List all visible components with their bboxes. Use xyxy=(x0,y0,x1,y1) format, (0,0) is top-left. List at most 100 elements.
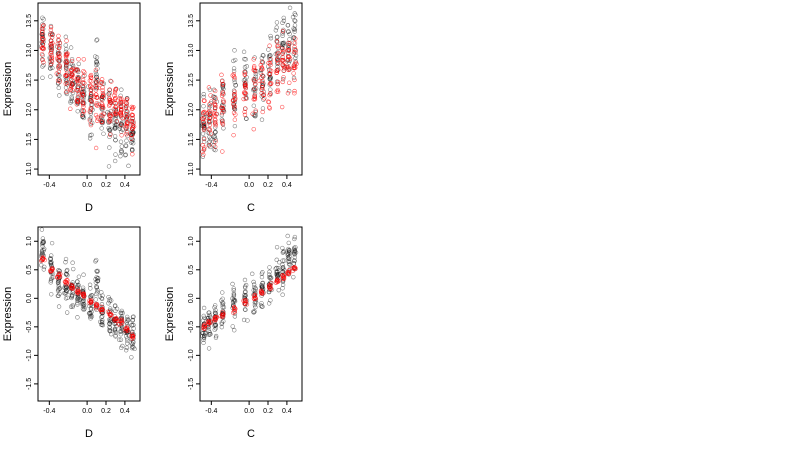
data-point xyxy=(221,92,226,97)
data-point xyxy=(280,245,285,251)
data-point xyxy=(232,123,238,129)
data-point xyxy=(48,24,54,30)
data-point xyxy=(268,275,274,280)
data-point xyxy=(243,96,248,101)
data-point xyxy=(232,92,237,97)
data-point xyxy=(267,61,273,66)
data-point xyxy=(64,89,69,95)
data-point xyxy=(100,113,105,119)
data-point xyxy=(200,325,206,330)
data-point xyxy=(280,286,285,291)
data-point xyxy=(56,279,61,284)
data-point xyxy=(213,303,218,308)
data-point xyxy=(124,138,129,143)
data-point xyxy=(275,89,281,94)
data-point xyxy=(267,285,272,290)
data-point xyxy=(260,81,265,86)
data-point xyxy=(76,57,81,62)
data-point xyxy=(201,305,207,311)
data-point xyxy=(108,78,113,84)
data-point xyxy=(88,122,94,128)
data-point xyxy=(130,147,135,153)
data-point xyxy=(281,66,287,71)
data-point xyxy=(56,37,61,43)
data-point xyxy=(107,310,112,315)
data-point xyxy=(243,85,248,91)
data-point xyxy=(95,276,100,281)
data-point xyxy=(64,67,69,72)
data-point xyxy=(94,74,99,80)
data-point xyxy=(75,76,80,82)
y-tick-label: 1.0 xyxy=(26,236,33,246)
data-point xyxy=(88,107,93,112)
data-point xyxy=(275,50,280,55)
data-point xyxy=(242,80,248,86)
data-point xyxy=(275,52,280,57)
data-point xyxy=(41,62,46,68)
data-point xyxy=(268,57,274,62)
data-point xyxy=(280,28,286,34)
data-point xyxy=(276,278,282,283)
data-point xyxy=(242,284,248,289)
data-point xyxy=(63,260,68,265)
data-point xyxy=(129,132,134,138)
data-point xyxy=(274,20,280,25)
data-point xyxy=(202,122,207,128)
data-point xyxy=(125,338,130,343)
data-point xyxy=(114,111,119,117)
data-point xyxy=(232,80,237,85)
data-point xyxy=(253,286,258,291)
data-point xyxy=(201,98,207,103)
data-point xyxy=(201,335,207,341)
data-point xyxy=(63,90,69,95)
data-point xyxy=(80,84,85,90)
data-point xyxy=(118,332,124,337)
data-point xyxy=(118,122,124,128)
data-point xyxy=(93,54,98,59)
data-point xyxy=(64,73,69,78)
data-point xyxy=(100,120,105,126)
data-point xyxy=(99,315,104,320)
data-point xyxy=(63,53,69,59)
data-point xyxy=(130,318,135,323)
data-point xyxy=(73,68,78,73)
data-point xyxy=(233,112,238,117)
data-point xyxy=(93,69,99,74)
data-point xyxy=(252,97,258,102)
data-point xyxy=(244,64,249,69)
data-point xyxy=(292,236,297,242)
data-point xyxy=(89,314,95,319)
data-point xyxy=(291,274,296,280)
data-point xyxy=(250,271,255,277)
x-tick-label: -0.4 xyxy=(205,408,217,415)
data-point xyxy=(124,327,129,332)
points-group xyxy=(200,233,299,351)
data-point xyxy=(253,81,258,87)
data-point xyxy=(79,89,84,94)
x-tick-label: -0.4 xyxy=(43,408,55,415)
data-point xyxy=(80,93,86,98)
data-point xyxy=(108,132,113,137)
data-point xyxy=(266,99,271,104)
data-point xyxy=(99,126,104,131)
data-point xyxy=(49,262,54,268)
data-point xyxy=(268,68,274,74)
data-point xyxy=(208,319,213,324)
data-point xyxy=(274,271,280,277)
data-point xyxy=(48,280,53,285)
data-point xyxy=(40,0,44,3)
data-point xyxy=(129,136,134,141)
data-point xyxy=(114,316,119,321)
data-point xyxy=(75,95,80,100)
data-point xyxy=(40,22,45,27)
data-point xyxy=(251,296,257,301)
data-point xyxy=(231,298,237,303)
data-point xyxy=(279,104,285,110)
data-point xyxy=(80,303,86,308)
data-point xyxy=(49,43,54,48)
data-point xyxy=(201,313,206,319)
data-point xyxy=(112,327,118,333)
data-point xyxy=(207,143,212,148)
data-point xyxy=(63,280,68,285)
data-point xyxy=(56,33,61,39)
